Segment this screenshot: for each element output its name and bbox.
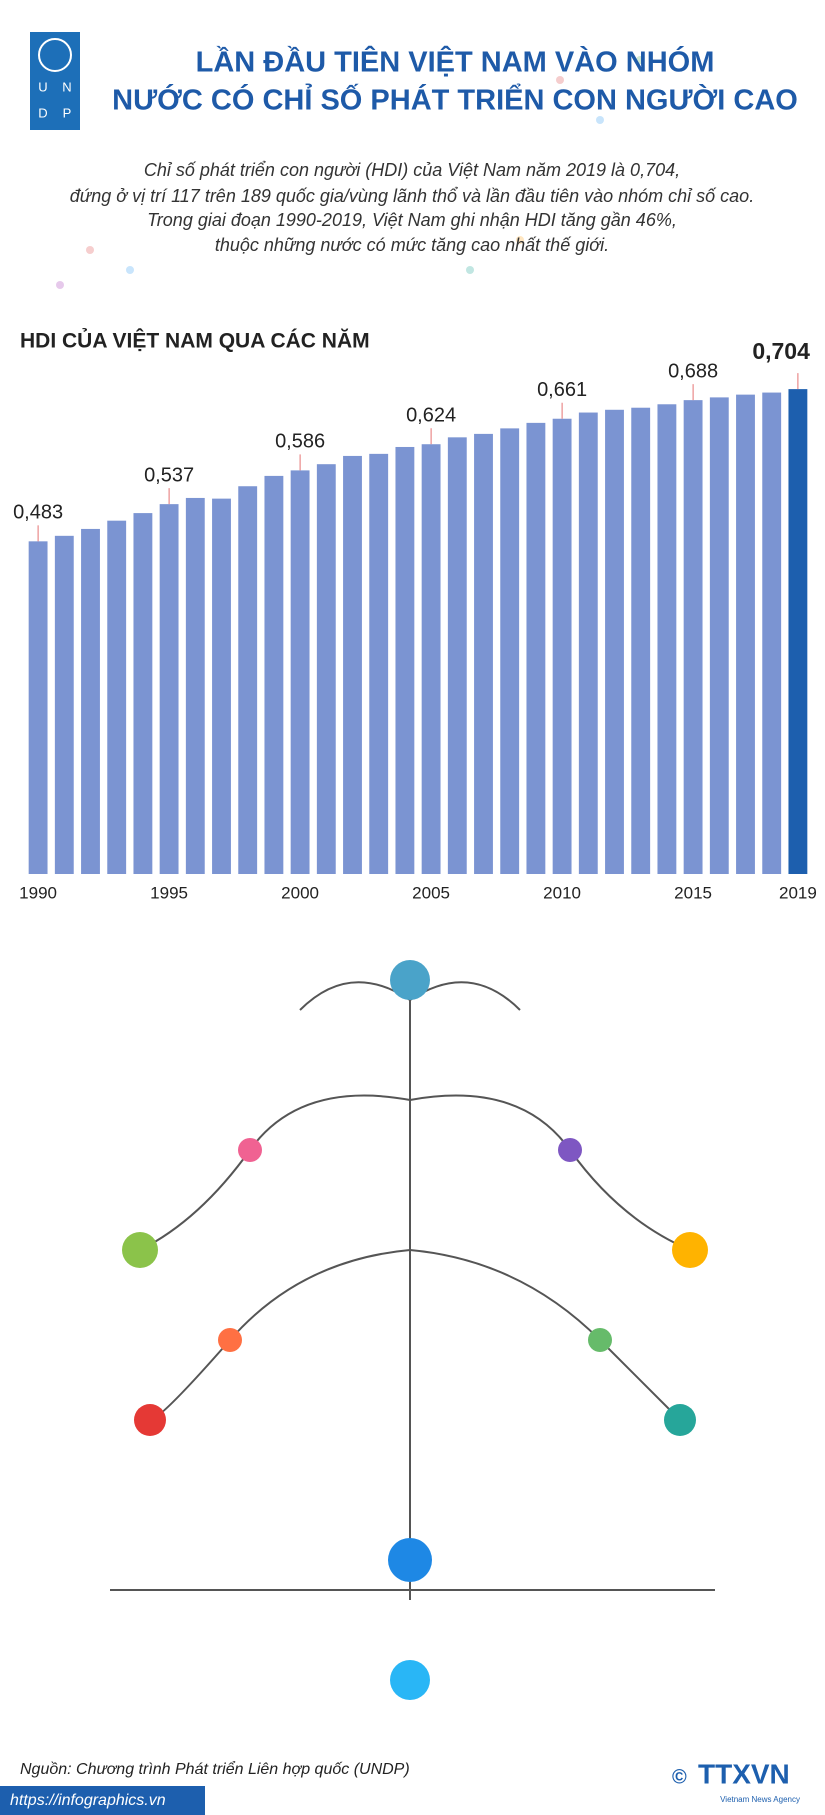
value-label: 0,704: [752, 338, 810, 364]
bar: [447, 437, 467, 874]
value-label: 0,688: [668, 360, 718, 382]
bar: [631, 407, 651, 874]
bar: [290, 470, 310, 874]
bar: [28, 541, 48, 874]
value-label: 0,537: [144, 464, 194, 486]
chart-title: HDI CỦA VIỆT NAM QUA CÁC NĂM: [20, 329, 370, 353]
bar: [500, 428, 520, 874]
agency-en: Vietnam News Agency: [720, 1795, 800, 1804]
subtitle: đứng ở vị trí 117 trên 189 quốc gia/vùng…: [70, 186, 754, 206]
bar: [474, 433, 493, 874]
bar: [212, 498, 231, 874]
bar: [107, 520, 127, 874]
bar: [709, 397, 729, 874]
bar: [578, 412, 598, 874]
url-bar: [0, 1786, 205, 1815]
bar: [421, 444, 441, 874]
logo-emblem: [38, 38, 72, 72]
bar: [133, 513, 153, 874]
bar: [238, 486, 258, 874]
bar: [185, 497, 205, 874]
title: LẦN ĐẦU TIÊN VIỆT NAM VÀO NHÓM: [196, 45, 715, 79]
title: NƯỚC CÓ CHỈ SỐ PHÁT TRIỂN CON NGƯỜI CAO: [112, 83, 798, 117]
bar: [343, 455, 362, 874]
copyright: ©: [672, 1766, 687, 1788]
subtitle: Chỉ số phát triển con người (HDI) của Vi…: [144, 160, 680, 180]
bar: [552, 418, 572, 874]
logo-letter: U: [38, 79, 47, 94]
url: https://infographics.vn: [10, 1792, 166, 1809]
logo-letter: N: [62, 79, 71, 94]
x-tick-label: 2010: [543, 883, 581, 902]
logo: [30, 32, 80, 130]
x-tick-label: 2019: [779, 883, 817, 902]
value-label: 0,483: [13, 502, 63, 524]
value-label: 0,586: [275, 431, 325, 453]
bar: [264, 475, 284, 874]
bar: [683, 400, 703, 874]
chart: 1990 0,483 1995 0,537 2000 0,586 2005 0,624 2010…: [13, 338, 817, 902]
value-label: 0,624: [406, 405, 456, 427]
x-tick-label: 2015: [674, 883, 712, 902]
bar: [762, 392, 782, 874]
bar: [54, 535, 74, 874]
bar: [159, 504, 179, 874]
x-tick-label: 2000: [281, 883, 319, 902]
bar: [788, 389, 808, 874]
bar: [526, 422, 546, 874]
logo-letter: P: [63, 105, 72, 120]
bar: [605, 409, 624, 874]
source: Nguồn: Chương trình Phát triển Liên hợp …: [20, 1760, 410, 1778]
decor-dots: [56, 56, 644, 289]
agency: TTXVN: [698, 1758, 790, 1789]
bar: [81, 528, 100, 874]
bar: [395, 446, 415, 874]
subtitle: thuộc những nước có mức tăng cao nhất th…: [215, 235, 609, 255]
bar: [657, 404, 677, 874]
bar: [316, 464, 336, 874]
bar: [736, 394, 755, 874]
bar: [369, 453, 389, 874]
logo-letter: D: [38, 105, 47, 120]
subtitle: Trong giai đoạn 1990-2019, Việt Nam ghi …: [147, 210, 677, 230]
value-label: 0,661: [537, 379, 587, 401]
x-tick-label: 2005: [412, 883, 450, 902]
illustration: [110, 960, 715, 1700]
x-tick-label: 1995: [150, 883, 188, 902]
x-tick-label: 1990: [19, 883, 57, 902]
